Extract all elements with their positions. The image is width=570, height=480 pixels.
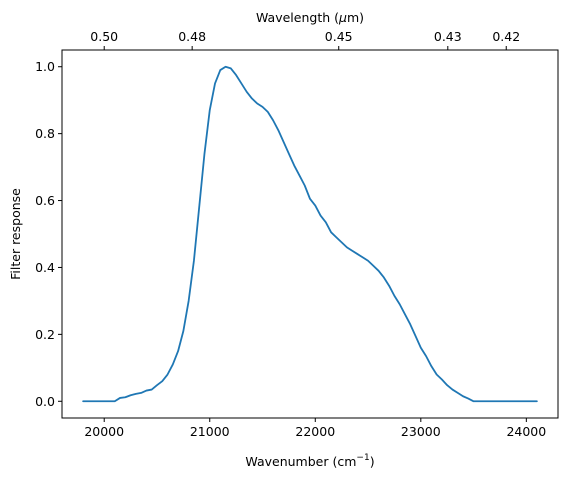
x-tick-label: 23000 <box>401 424 441 439</box>
labels-layer: Wavenumber (cm−1) Filter response Wavele… <box>8 10 375 469</box>
y-tick-label: 0.6 <box>35 193 55 208</box>
x-tick-label: 24000 <box>506 424 546 439</box>
top-x-axis-label: Wavelength (μm) <box>256 10 364 25</box>
x-tick-label: 22000 <box>295 424 335 439</box>
plot-area <box>62 50 558 418</box>
y-axis-label: Filter response <box>8 188 23 280</box>
top-x-axis-label-suffix: m) <box>347 10 364 25</box>
top-x-tick-label: 0.48 <box>178 29 206 44</box>
top-x-tick-label: 0.50 <box>90 29 118 44</box>
y-tick-label: 0.0 <box>35 394 55 409</box>
y-tick-label: 0.8 <box>35 126 55 141</box>
top-x-tick-label: 0.42 <box>492 29 520 44</box>
y-tick-label: 1.0 <box>35 59 55 74</box>
top-x-axis-label-mu: μ <box>338 10 347 25</box>
y-tick-label: 0.4 <box>35 260 55 275</box>
x-axis-label-suffix: ) <box>370 454 375 469</box>
y-tick-label: 0.2 <box>35 327 55 342</box>
top-x-tick-label: 0.43 <box>434 29 462 44</box>
x-tick-label: 21000 <box>190 424 230 439</box>
top-x-axis-label-prefix: Wavelength ( <box>256 10 339 25</box>
axes-layer: 20000 21000 22000 23000 24000 0.0 0.2 0.4 0.6 0.8… <box>35 29 559 439</box>
x-tick-label: 20000 <box>84 424 124 439</box>
top-x-tick-label: 0.45 <box>325 29 353 44</box>
x-axis-label: Wavenumber (cm−1) <box>245 453 374 469</box>
x-axis-label-superscript: −1 <box>356 453 369 463</box>
axes-frame <box>61 49 559 419</box>
series-layer <box>82 65 538 403</box>
x-axis-label-main: Wavenumber (cm <box>245 454 356 469</box>
series-line <box>82 65 538 403</box>
